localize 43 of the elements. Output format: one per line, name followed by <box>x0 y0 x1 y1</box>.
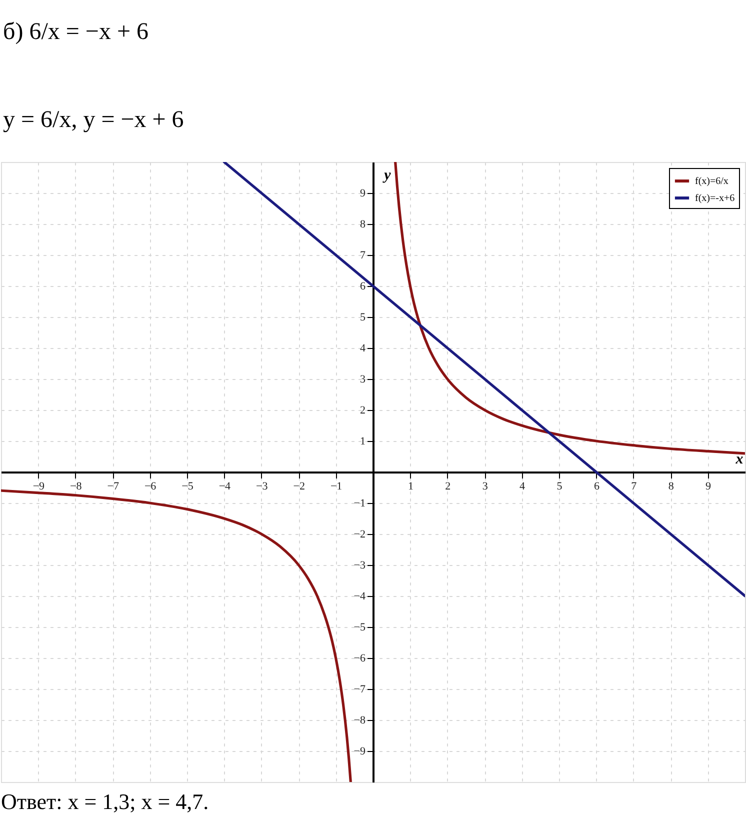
chart-subtitle: y = 6/x, y = −x + 6 <box>3 107 184 133</box>
x-tick-label: −1 <box>330 480 342 492</box>
x-tick-label: −9 <box>32 480 46 492</box>
y-tick-label: −6 <box>354 652 366 664</box>
y-axis-title: y <box>382 168 392 184</box>
chart-title: б) 6/x = −x + 6 <box>3 19 148 45</box>
y-tick-label: −8 <box>354 714 366 726</box>
y-tick-label: 7 <box>360 250 366 262</box>
legend-label: f(x)=-x+6 <box>695 193 735 204</box>
y-tick-label: 3 <box>360 374 366 386</box>
y-tick-label: −5 <box>354 622 366 634</box>
y-tick-label: 1 <box>360 436 366 448</box>
y-tick-label: 9 <box>360 188 366 200</box>
x-tick-label: 1 <box>408 480 414 492</box>
y-tick-label: −3 <box>354 560 366 572</box>
x-tick-label: 2 <box>445 480 451 492</box>
y-tick-label: 8 <box>360 218 366 230</box>
x-tick-label: −4 <box>218 480 232 492</box>
x-tick-label: −6 <box>144 480 157 492</box>
legend-label: f(x)=6/x <box>695 176 728 187</box>
x-tick-label: −8 <box>70 480 82 492</box>
x-tick-label: −2 <box>293 480 305 492</box>
x-tick-label: 9 <box>706 480 712 492</box>
y-tick-label: −1 <box>354 498 366 510</box>
y-tick-label: −2 <box>354 528 366 540</box>
y-tick-label: −7 <box>354 684 366 696</box>
y-tick-label: −4 <box>354 590 366 602</box>
y-tick-label: 6 <box>360 280 366 292</box>
x-tick-label: −5 <box>182 480 194 492</box>
x-tick-label: −7 <box>107 480 120 492</box>
text: Ответ: x = 1,3; x = 4,7. <box>1 789 209 814</box>
x-tick-label: 8 <box>668 480 674 492</box>
x-tick-label: 4 <box>520 480 526 492</box>
x-tick-label: 7 <box>631 480 638 492</box>
x-axis-title: x <box>734 452 744 468</box>
x-tick-label: 3 <box>482 480 488 492</box>
y-tick-label: −9 <box>354 746 366 758</box>
x-tick-label: 6 <box>594 480 600 492</box>
x-tick-label: −3 <box>256 480 268 492</box>
x-tick-label: 5 <box>556 480 563 492</box>
y-tick-label: 2 <box>360 404 366 416</box>
y-tick-label: 4 <box>360 342 366 354</box>
y-tick-label: 5 <box>360 312 366 324</box>
